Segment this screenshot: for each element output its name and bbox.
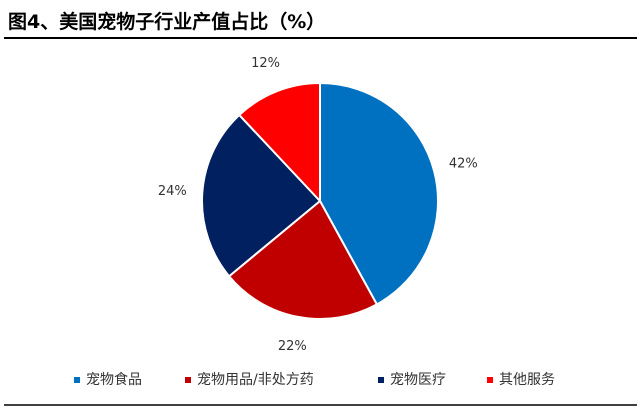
pie-slice [201,113,322,278]
legend-marker [487,377,493,383]
legend-marker [185,377,191,383]
legend-label: 其他服务 [499,372,555,388]
legend-label: 宠物食品 [86,371,142,388]
data-label: 42% [449,157,478,172]
data-label: 24% [158,184,187,199]
data-label: 12% [251,56,280,71]
legend-label: 宠物用品/非处方药 [197,372,314,388]
data-label: 22% [278,339,307,354]
pie-slice [237,81,321,204]
legend-label: 宠物医疗 [390,372,446,388]
pie-slice [319,81,439,306]
chart-title: 图4、美国宠物子行业产值占比（%） [8,10,325,33]
legend-marker [74,377,80,383]
pie-slice [227,199,379,320]
legend-marker [378,377,384,383]
